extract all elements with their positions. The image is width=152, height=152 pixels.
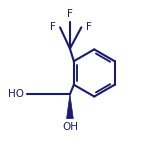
Text: HO: HO [8,89,24,99]
Text: OH: OH [62,122,78,132]
Text: F: F [86,22,92,32]
Text: F: F [67,9,73,19]
Polygon shape [67,94,73,119]
Text: F: F [50,22,55,32]
